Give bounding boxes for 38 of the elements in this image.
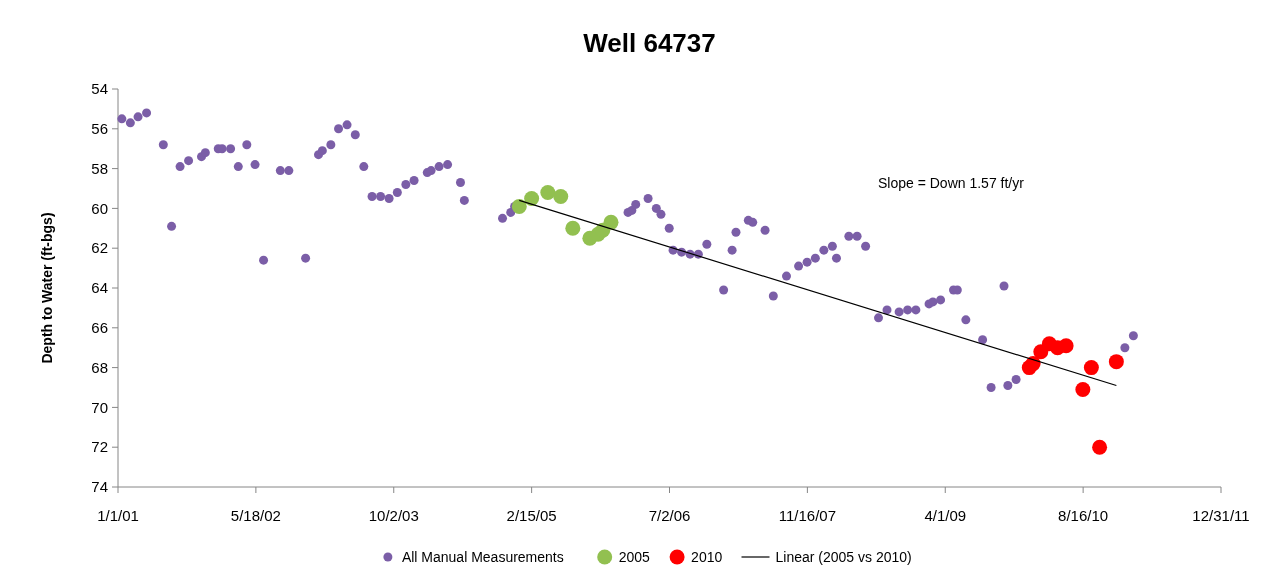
point [553,188,569,204]
x-tick-label: 8/16/10 [1058,507,1109,524]
x-tick-label: 1/1/01 [97,507,139,524]
x-tick-label: 10/2/03 [368,507,419,524]
y-tick-label: 54 [91,80,108,98]
point [1108,354,1124,370]
x-tick-label: 7/2/06 [648,507,691,524]
point [1058,338,1074,354]
point [1083,360,1099,376]
y-tick-label: 70 [91,398,108,416]
x-tick-label: 11/16/07 [778,507,837,524]
y-tick-label: 74 [91,478,108,496]
x-tick-label: 12/31/11 [1192,507,1250,524]
y-tick-label: 68 [91,358,108,376]
y-tick-label: 66 [91,319,108,337]
legend-label: 2010 [691,548,723,565]
y-tick-label: 56 [91,120,108,138]
point [1075,381,1091,397]
annotation: Slope = Down 1.57 ft/yr [878,175,1025,191]
legend-label: All Manual Measurements [401,548,564,565]
y-tick-label: 62 [91,239,108,257]
x-tick-label: 5/18/02 [230,507,281,524]
point [603,214,619,230]
point [524,190,540,206]
y-tick-label: 72 [91,438,108,456]
point [511,198,527,214]
y-axis-title: Depth to Water (ft-bgs) [39,212,55,364]
point [565,220,581,236]
point [1092,439,1108,455]
x-tick-label: 2/15/05 [506,507,557,524]
legend-label: 2005 [618,548,651,565]
x-tick-label: 4/1/09 [924,507,967,524]
chart-title: Well 64737 [583,28,716,58]
point [540,184,556,200]
legend-label: Linear (2005 vs 2010) [775,548,912,565]
y-tick-label: 60 [91,199,108,217]
y-tick-label: 64 [91,279,108,297]
y-tick-label: 58 [91,159,108,177]
